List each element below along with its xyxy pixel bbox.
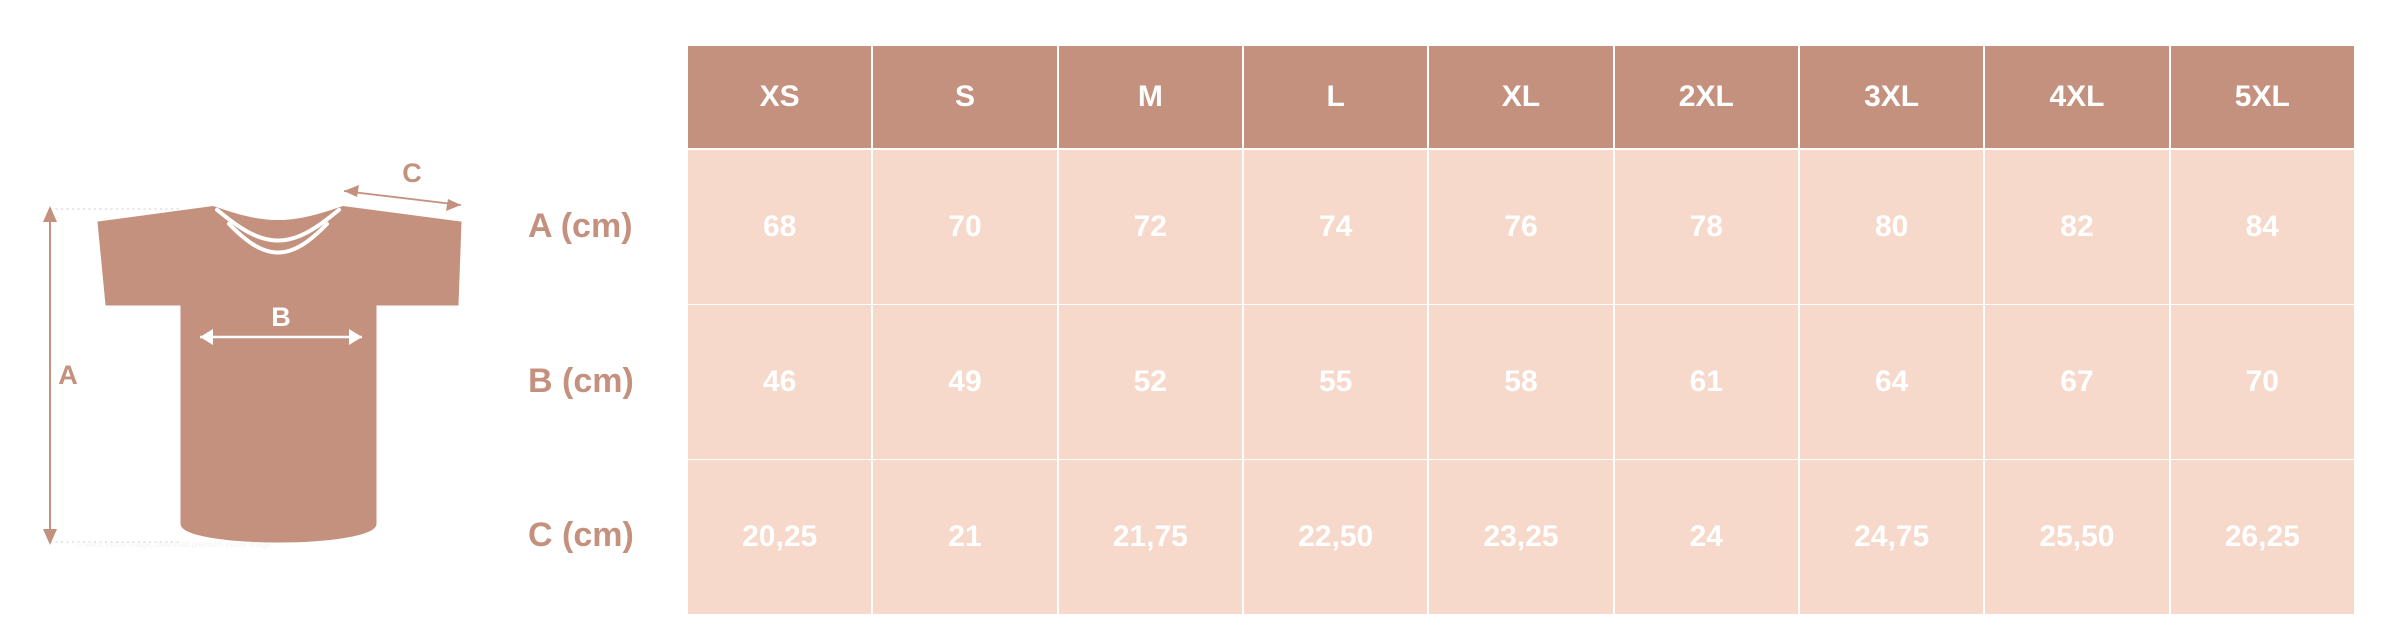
svg-text:© stock vector image, download: © stock vector image, download premium v… (76, 540, 271, 549)
svg-text:C: C (402, 158, 422, 188)
svg-text:B: B (271, 302, 291, 332)
svg-text:A: A (58, 360, 78, 390)
